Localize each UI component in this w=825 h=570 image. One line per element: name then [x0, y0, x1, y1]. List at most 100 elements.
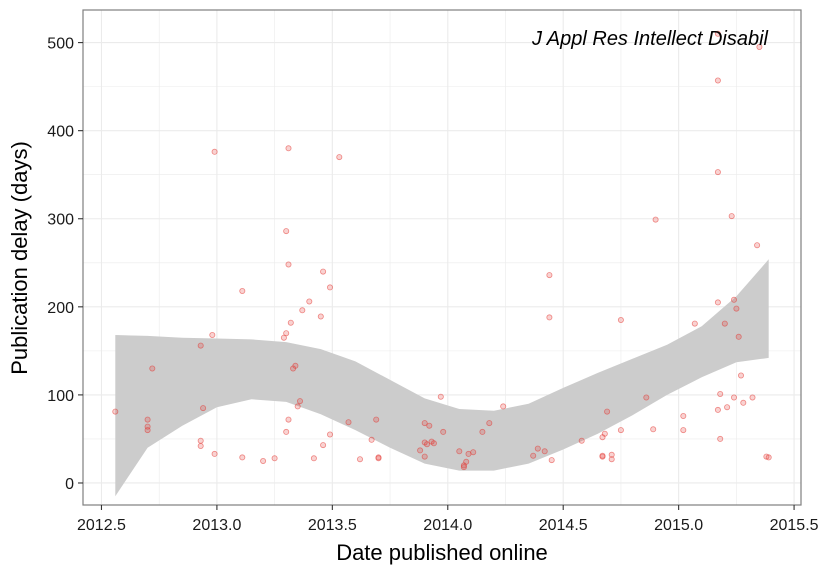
data-point — [546, 314, 553, 321]
data-point — [735, 333, 742, 340]
data-point — [599, 452, 606, 459]
y-tick-label: 200 — [47, 300, 74, 317]
data-point — [197, 342, 204, 349]
data-point — [500, 403, 507, 410]
data-point — [717, 435, 724, 442]
data-point — [283, 228, 290, 235]
data-point — [486, 420, 493, 427]
data-point — [650, 426, 657, 433]
data-point — [239, 454, 246, 461]
data-point — [463, 458, 470, 465]
data-point — [749, 394, 756, 401]
data-point — [373, 416, 380, 423]
data-point — [211, 450, 218, 457]
data-point — [714, 406, 721, 413]
y-axis-ticks: 0 100 200 300 400 500 — [47, 36, 83, 493]
data-point — [426, 422, 433, 429]
data-point — [421, 420, 428, 427]
data-point — [765, 454, 772, 461]
data-point — [285, 261, 292, 268]
data-point — [617, 316, 624, 323]
data-point — [643, 394, 650, 401]
y-tick-label: 500 — [47, 36, 74, 53]
journal-annotation: J Appl Res Intellect Disabil — [531, 28, 769, 50]
data-point — [691, 320, 698, 327]
data-point — [534, 445, 541, 452]
data-point — [456, 448, 463, 455]
data-point — [317, 313, 324, 320]
data-point — [239, 287, 246, 294]
x-tick-label: 2012.5 — [77, 517, 126, 534]
y-axis-title: Publication delay (days) — [7, 141, 32, 375]
data-point — [356, 456, 363, 463]
y-tick-label: 400 — [47, 124, 74, 141]
data-points — [112, 30, 772, 471]
data-point — [326, 431, 333, 438]
grid-lines — [83, 10, 801, 505]
data-point — [197, 442, 204, 449]
data-point — [617, 427, 624, 434]
data-point — [299, 307, 306, 314]
data-point — [320, 268, 327, 275]
data-point — [548, 457, 555, 464]
data-point — [144, 416, 151, 423]
x-tick-label: 2013.0 — [192, 517, 241, 534]
data-point — [601, 430, 608, 437]
data-point — [310, 455, 317, 462]
data-point — [271, 455, 278, 462]
x-tick-label: 2014.5 — [539, 517, 588, 534]
data-point — [714, 77, 721, 84]
data-point — [721, 320, 728, 327]
data-point — [680, 412, 687, 419]
data-point — [260, 457, 267, 464]
data-point — [530, 452, 537, 459]
data-point — [345, 419, 352, 426]
data-point — [320, 442, 327, 449]
y-tick-label: 300 — [47, 212, 74, 229]
data-point — [326, 284, 333, 291]
data-point — [306, 298, 313, 305]
data-point — [714, 169, 721, 176]
data-point — [479, 428, 486, 435]
data-point — [292, 362, 299, 369]
data-point — [112, 408, 119, 415]
data-point — [608, 451, 615, 458]
data-point — [731, 296, 738, 303]
y-tick-label: 0 — [65, 476, 74, 493]
data-point — [283, 428, 290, 435]
data-point — [541, 448, 548, 455]
data-point — [200, 405, 207, 412]
data-point — [738, 372, 745, 379]
data-point — [197, 437, 204, 444]
data-point — [546, 272, 553, 279]
data-point — [417, 447, 424, 454]
data-point — [717, 390, 724, 397]
x-axis-title: Date published online — [336, 540, 548, 565]
data-point — [604, 408, 611, 415]
data-point — [285, 145, 292, 152]
data-point — [728, 213, 735, 220]
data-point — [578, 437, 585, 444]
data-point — [754, 242, 761, 249]
x-axis-ticks: 2012.5 2013.0 2013.5 2014.0 2014.5 2015.0 2015… — [77, 505, 819, 534]
data-point — [437, 393, 444, 400]
data-point — [652, 216, 659, 223]
data-point — [211, 148, 218, 155]
data-point — [756, 44, 763, 51]
data-point — [608, 456, 615, 463]
data-point — [714, 30, 721, 37]
data-point — [421, 453, 428, 460]
data-point — [440, 428, 447, 435]
data-point — [733, 305, 740, 312]
data-point — [149, 365, 156, 372]
data-point — [375, 455, 382, 462]
x-tick-label: 2014.0 — [423, 517, 472, 534]
panel-border — [82, 9, 802, 506]
data-point — [336, 154, 343, 161]
data-point — [287, 319, 294, 326]
data-point — [731, 394, 738, 401]
data-point — [714, 299, 721, 306]
data-point — [423, 441, 430, 448]
x-tick-label: 2015.5 — [770, 517, 819, 534]
